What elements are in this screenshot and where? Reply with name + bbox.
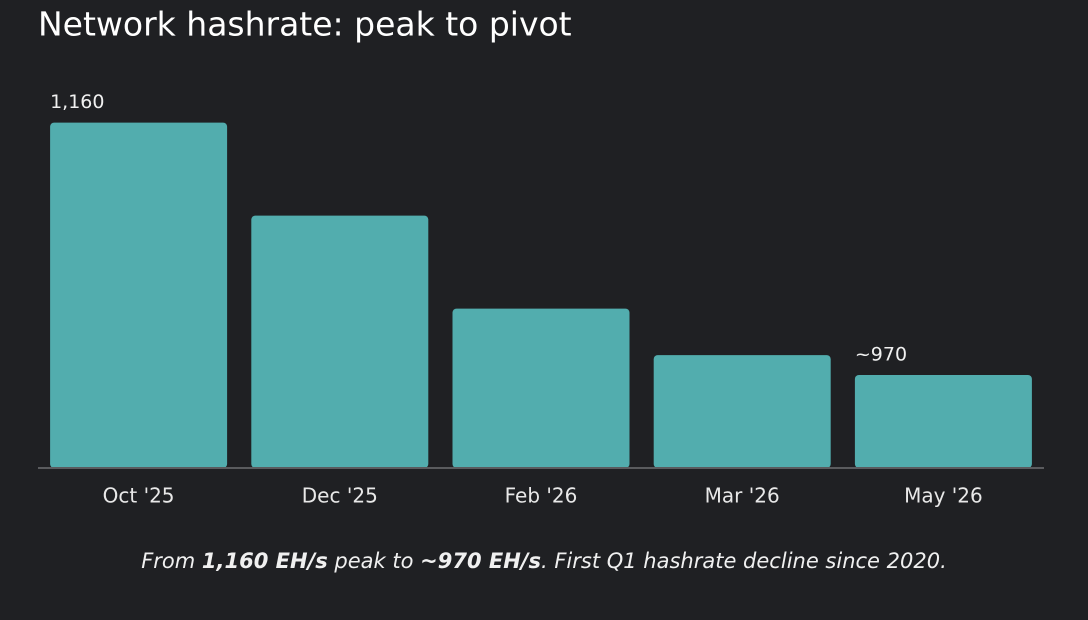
x-tick-label: Mar '26 — [705, 484, 780, 508]
x-tick-label: Feb '26 — [505, 484, 578, 508]
x-tick-label: Oct '25 — [103, 484, 175, 508]
value-label: 1,160 — [50, 91, 104, 113]
chart-title: Network hashrate: peak to pivot — [38, 5, 572, 44]
caption-text: peak to — [328, 549, 420, 573]
bar — [452, 308, 630, 468]
bar — [251, 215, 429, 468]
caption-text: . First Q1 hashrate decline since 2020. — [541, 549, 947, 573]
caption-bold: ~970 EH/s — [420, 549, 541, 573]
caption-text: From — [141, 549, 202, 573]
x-tick-label: May '26 — [904, 484, 983, 508]
bar — [50, 122, 228, 469]
x-tick-label: Dec '25 — [302, 484, 378, 508]
bar — [653, 355, 831, 468]
bar — [854, 375, 1032, 468]
caption-bold: 1,160 EH/s — [202, 549, 328, 573]
caption: From 1,160 EH/s peak to ~970 EH/s. First… — [141, 549, 947, 573]
value-label: ~970 — [855, 344, 907, 366]
